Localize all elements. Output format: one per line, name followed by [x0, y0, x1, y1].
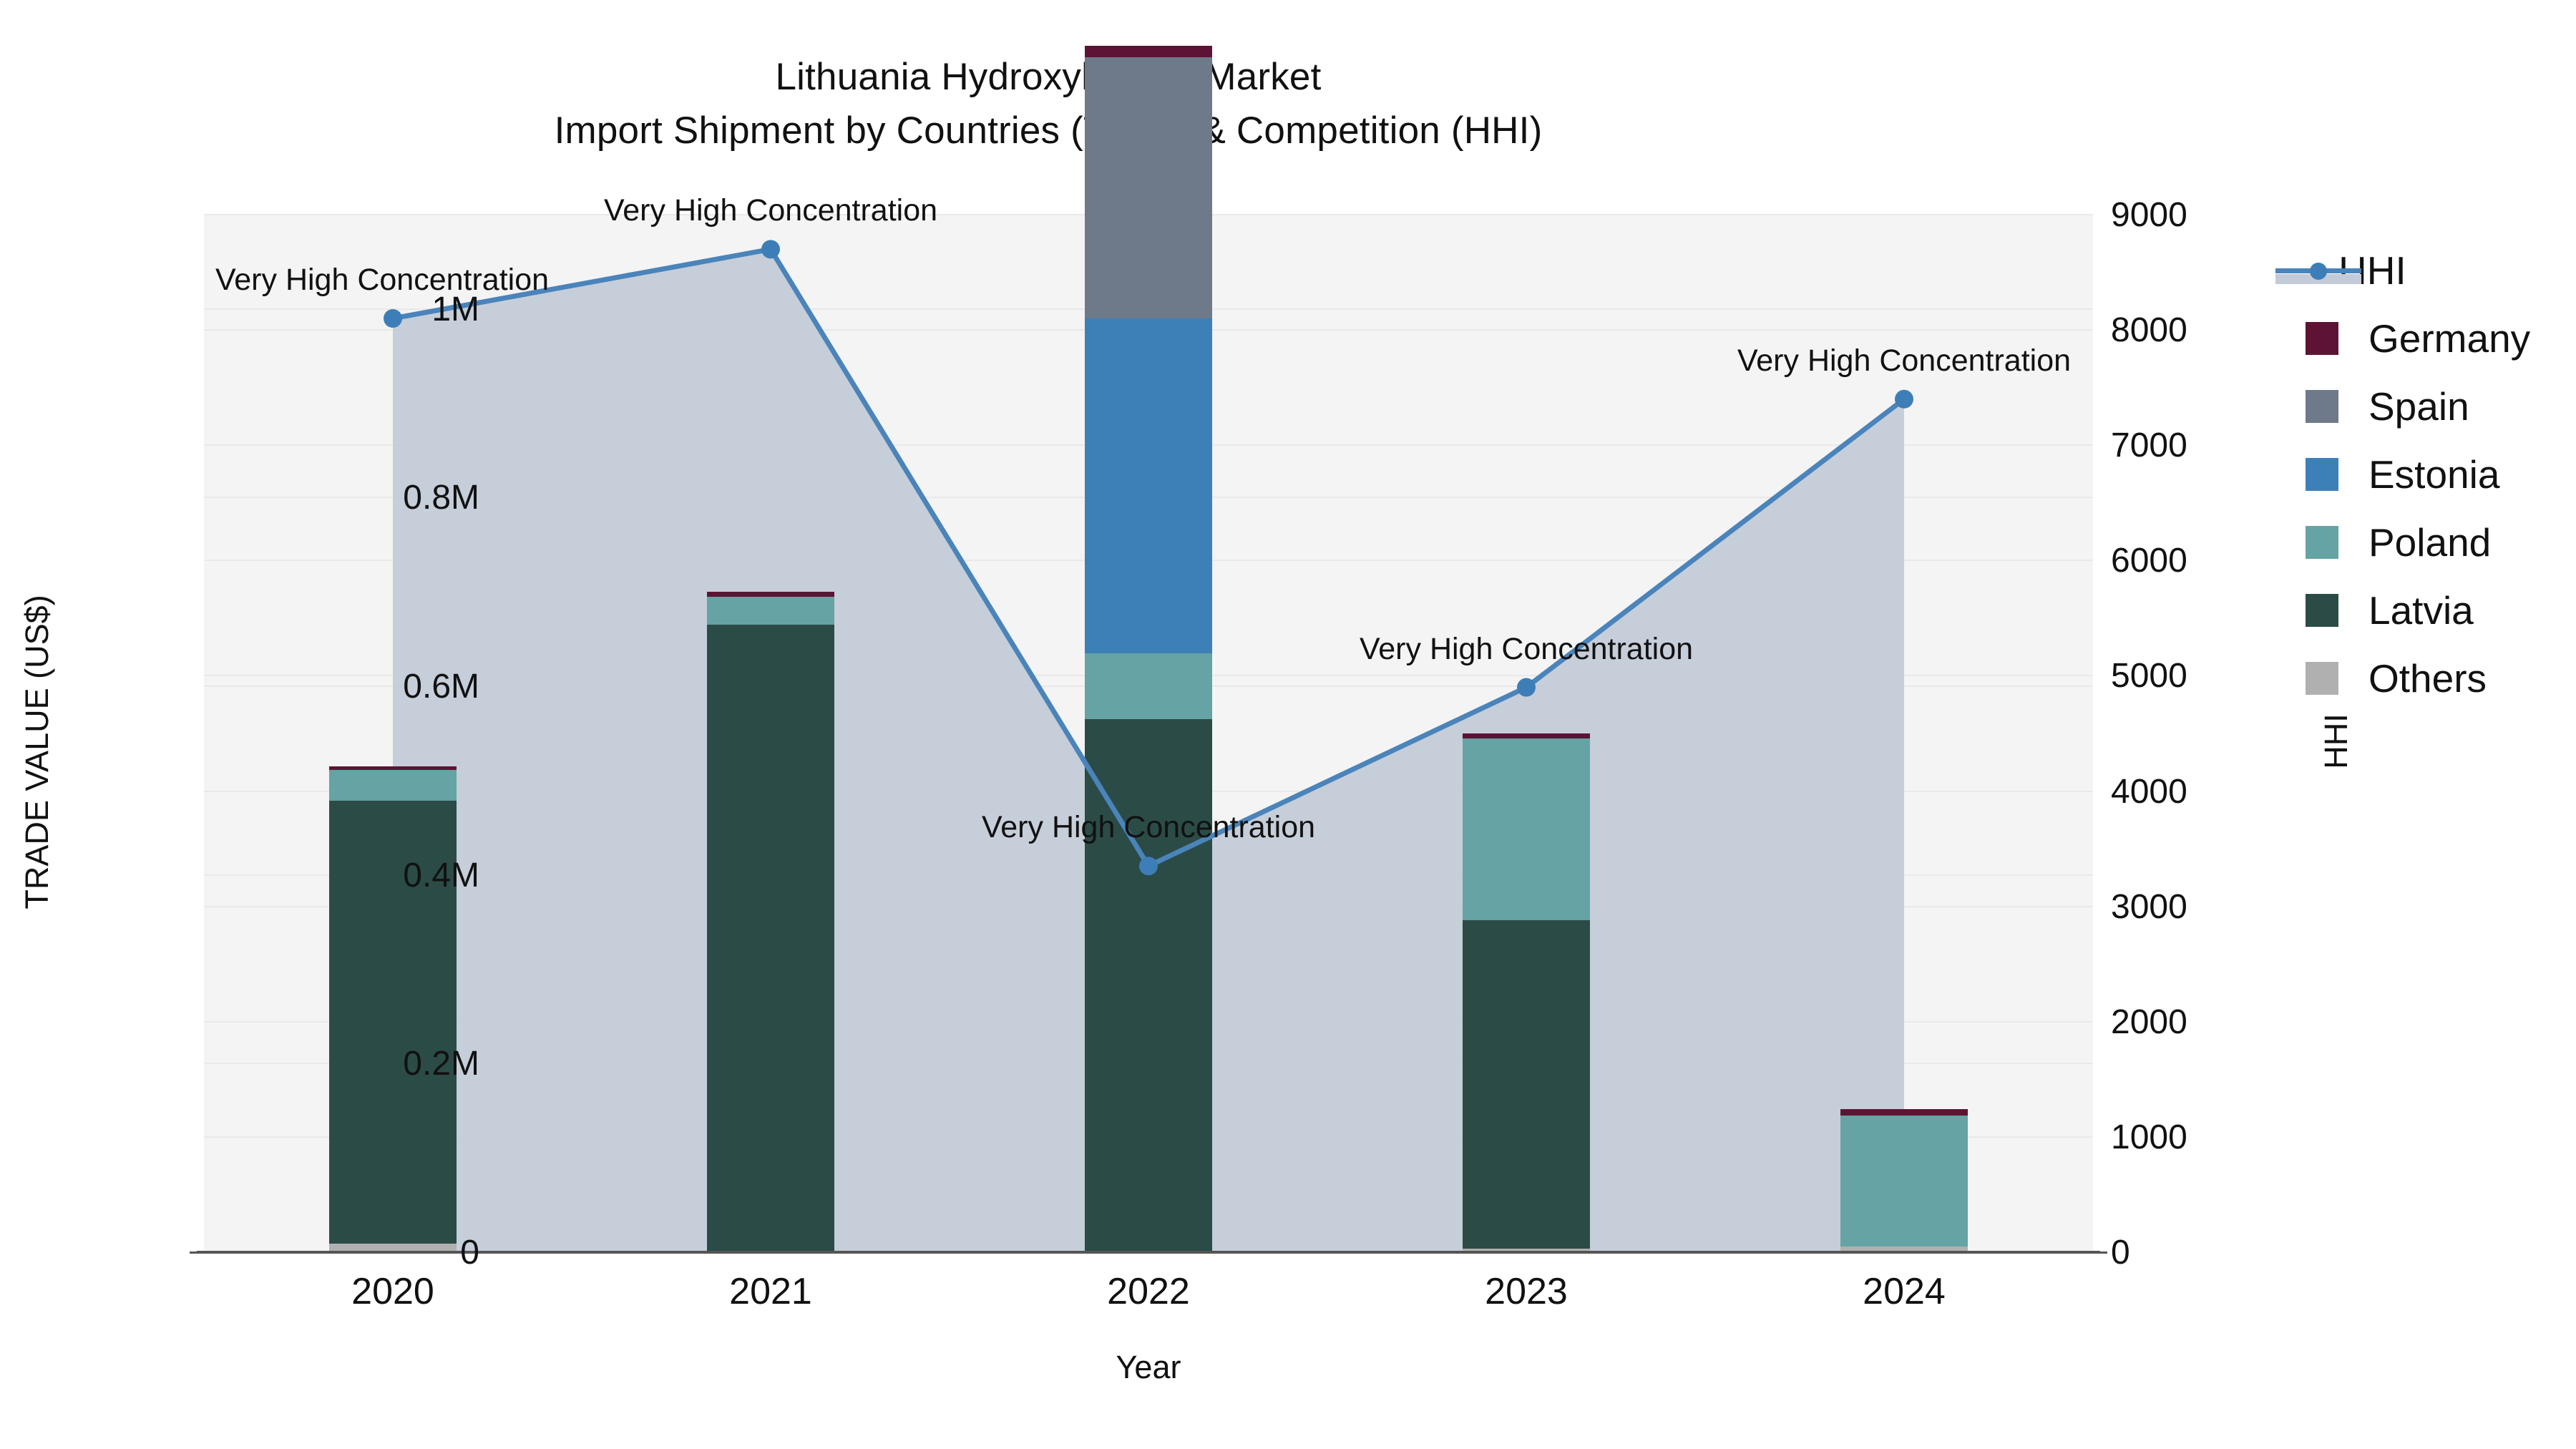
legend-label: Spain — [2368, 384, 2469, 429]
y-tick-left-label: 0 — [460, 1234, 479, 1272]
legend-item-latvia[interactable]: Latvia — [2275, 576, 2530, 644]
legend-item-spain[interactable]: Spain — [2275, 372, 2530, 440]
annotation-2021: Very High Concentration — [603, 193, 938, 228]
legend-item-poland[interactable]: Poland — [2275, 508, 2530, 576]
legend-label: Estonia — [2368, 452, 2500, 497]
bar-2024[interactable] — [1840, 215, 1968, 1252]
x-axis-line — [197, 1251, 2100, 1254]
x-tick-label-2022: 2022 — [1107, 1271, 1190, 1312]
y-tick-right-label: 4000 — [2111, 772, 2187, 811]
legend-item-others[interactable]: Others — [2275, 644, 2530, 712]
annotation-2023: Very High Concentration — [1359, 631, 1694, 666]
y-tick-left-label: 0.8M — [403, 479, 479, 517]
bar-segment-poland[interactable] — [1840, 1115, 1968, 1247]
x-tick-label-2024: 2024 — [1863, 1271, 1946, 1312]
x-tick-label-2023: 2023 — [1485, 1271, 1568, 1312]
legend-swatch-icon — [2306, 457, 2338, 491]
bar-segment-others[interactable] — [329, 1244, 457, 1252]
legend-swatch-icon — [2306, 321, 2338, 355]
legend-item-estonia[interactable]: Estonia — [2275, 440, 2530, 508]
bar-segment-germany[interactable] — [707, 592, 834, 597]
bar-segment-poland[interactable] — [329, 770, 457, 801]
y-tick-right-label: 0 — [2111, 1234, 2130, 1272]
legend-swatch-icon — [2306, 593, 2338, 627]
legend-swatch-icon — [2306, 661, 2338, 695]
bar-segment-germany[interactable] — [1085, 46, 1212, 57]
bar-segment-others[interactable] — [1840, 1246, 1968, 1252]
x-tick-label-2020: 2020 — [351, 1271, 434, 1312]
annotation-2020: Very High Concentration — [215, 263, 550, 297]
legend-label: Latvia — [2368, 587, 2474, 633]
y-tick-right-mark — [2093, 1252, 2107, 1254]
y-tick-right-label: 7000 — [2111, 426, 2187, 465]
y-tick-left-label: 0.4M — [403, 856, 479, 894]
legend-label: Others — [2368, 655, 2487, 701]
y-tick-left-label: 0.6M — [403, 668, 479, 706]
bar-segment-estonia[interactable] — [1085, 318, 1212, 653]
bar-segment-latvia[interactable] — [707, 625, 834, 1252]
legend-swatch-icon — [2306, 525, 2338, 559]
legend: HHI Germany Spain Estonia Poland Latvia Others — [2275, 236, 2530, 712]
y-axis-left-title: TRADE VALUE (US$) — [19, 595, 55, 909]
legend-swatch-icon — [2306, 389, 2338, 423]
bar-segment-spain[interactable] — [1085, 57, 1212, 318]
y-tick-right-label: 2000 — [2111, 1002, 2187, 1041]
y-tick-right-label: 6000 — [2111, 542, 2187, 580]
bar-segment-latvia[interactable] — [329, 800, 457, 1244]
x-axis-title: Year — [1116, 1349, 1181, 1385]
y-tick-right-label: 8000 — [2111, 311, 2187, 350]
bar-segment-germany[interactable] — [329, 766, 457, 771]
bar-segment-poland[interactable] — [1463, 738, 1590, 920]
bar-2023[interactable] — [1463, 215, 1590, 1252]
bar-segment-poland[interactable] — [707, 596, 834, 625]
chart-title: Lithuania Hydroxylamine Market Import Sh… — [0, 50, 2097, 157]
bar-segment-latvia[interactable] — [1463, 920, 1590, 1249]
y-tick-left-label: 1M — [431, 290, 479, 328]
legend-label: Germany — [2368, 316, 2531, 361]
bar-segment-others[interactable] — [1463, 1248, 1590, 1252]
bar-2022[interactable] — [1085, 46, 1212, 1252]
annotation-2024: Very High Concentration — [1737, 343, 2072, 378]
chart-title-line-2: Import Shipment by Countries (Top 5) & C… — [554, 109, 1543, 152]
bar-2021[interactable] — [707, 215, 834, 1252]
legend-label: Poland — [2368, 519, 2492, 565]
y-tick-right-label: 9000 — [2111, 196, 2187, 234]
legend-item-germany[interactable]: Germany — [2275, 304, 2530, 372]
y-tick-right-label: 3000 — [2111, 887, 2187, 926]
plot-area: Very High Concentration Very High Concent… — [204, 46, 2093, 1253]
legend-line-icon — [2275, 254, 2361, 287]
x-tick-label-2021: 2021 — [729, 1271, 812, 1312]
y-tick-left-label: 0.2M — [403, 1045, 479, 1083]
y-tick-right-label: 5000 — [2111, 657, 2187, 696]
bar-segment-latvia[interactable] — [1085, 719, 1212, 1252]
bar-segment-germany[interactable] — [1840, 1108, 1968, 1116]
y-tick-left-mark — [190, 1252, 204, 1254]
chart-title-line-1: Lithuania Hydroxylamine Market — [775, 56, 1322, 98]
legend-item-hhi[interactable]: HHI — [2275, 236, 2530, 304]
y-tick-right-label: 1000 — [2111, 1118, 2187, 1156]
bar-2020[interactable] — [329, 215, 457, 1252]
bar-segment-poland[interactable] — [1085, 653, 1212, 720]
bar-segment-germany[interactable] — [1463, 733, 1590, 738]
annotation-2022: Very High Concentration — [981, 810, 1316, 845]
